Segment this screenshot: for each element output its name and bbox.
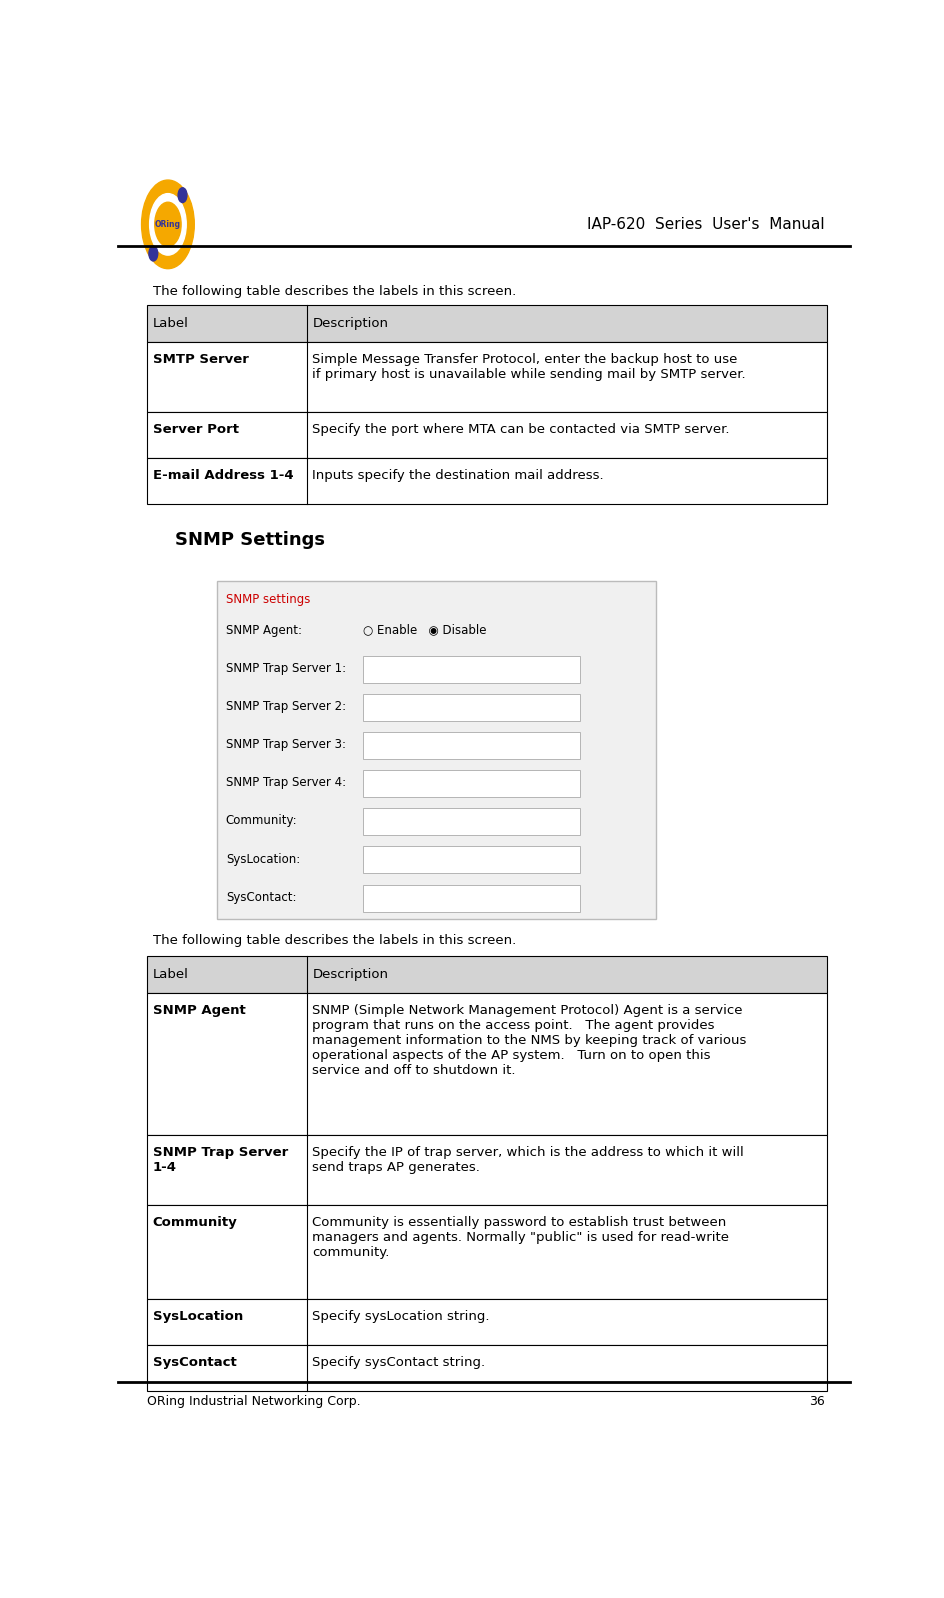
Bar [147,1205,826,1299]
Bar [147,992,826,1135]
Text: ORing Industrial Networking Corp.: ORing Industrial Networking Corp. [147,1395,361,1408]
Text: ORing: ORing [155,221,180,229]
Text: Specify the port where MTA can be contacted via SMTP server.: Specify the port where MTA can be contac… [312,423,729,436]
Bar [147,1346,826,1392]
Text: SNMP Trap Server 3:: SNMP Trap Server 3: [226,738,346,751]
Text: SNMP Trap Server 2:: SNMP Trap Server 2: [226,700,346,713]
Text: Label: Label [152,968,188,981]
Text: Community:: Community: [226,815,297,828]
Bar [363,885,579,911]
Text: E-mail Address 1-4: E-mail Address 1-4 [152,470,293,483]
Circle shape [155,203,181,246]
Bar [363,809,579,836]
Bar [147,342,826,412]
Text: 36: 36 [808,1395,824,1408]
Bar [363,694,579,721]
Bar [363,732,579,759]
Bar [147,1299,826,1346]
Text: SysLocation: SysLocation [152,1310,243,1323]
Text: SNMP Settings: SNMP Settings [175,532,325,550]
Bar [363,847,579,874]
Bar [147,956,826,992]
Text: SysContact:: SysContact: [226,890,296,903]
Text: Server Port: Server Port [152,423,238,436]
Text: Specify sysContact string.: Specify sysContact string. [312,1357,485,1369]
Bar [147,459,826,505]
Bar [217,580,656,919]
Text: Specify the IP of trap server, which is the address to which it will
send traps : Specify the IP of trap server, which is … [312,1146,743,1175]
Bar [147,1135,826,1205]
Text: SysLocation:: SysLocation: [226,852,299,866]
Text: SNMP Agent:: SNMP Agent: [226,623,301,636]
Text: The following table describes the labels in this screen.: The following table describes the labels… [152,933,515,946]
Circle shape [177,187,187,203]
Text: SNMP Trap Server 4:: SNMP Trap Server 4: [226,777,346,789]
Text: SNMP Trap Server 1:: SNMP Trap Server 1: [226,662,346,674]
Text: IAP-620  Series  User's  Manual: IAP-620 Series User's Manual [586,217,824,232]
Text: SNMP settings: SNMP settings [226,593,310,606]
Bar [147,305,826,342]
Text: SNMP Trap Server
1-4: SNMP Trap Server 1-4 [152,1146,288,1175]
Text: Simple Message Transfer Protocol, enter the backup host to use
if primary host i: Simple Message Transfer Protocol, enter … [312,353,745,380]
Text: ○ Enable   ◉ Disable: ○ Enable ◉ Disable [363,623,486,636]
Text: Community is essentially password to establish trust between
managers and agents: Community is essentially password to est… [312,1216,729,1259]
Text: Description: Description [312,968,388,981]
Circle shape [149,193,186,256]
Bar [147,412,826,459]
Text: Community: Community [152,1216,237,1229]
Text: Inputs specify the destination mail address.: Inputs specify the destination mail addr… [312,470,603,483]
Text: Label: Label [152,316,188,329]
Text: SMTP Server: SMTP Server [152,353,248,366]
Bar [363,770,579,797]
Circle shape [149,246,158,260]
Text: The following table describes the labels in this screen.: The following table describes the labels… [152,286,515,299]
Text: Description: Description [312,316,388,329]
Text: SNMP (Simple Network Management Protocol) Agent is a service
program that runs o: SNMP (Simple Network Management Protocol… [312,1004,746,1077]
Text: SysContact: SysContact [152,1357,236,1369]
Bar [363,655,579,682]
Text: Specify sysLocation string.: Specify sysLocation string. [312,1310,489,1323]
Circle shape [142,181,194,268]
Text: SNMP Agent: SNMP Agent [152,1004,245,1016]
